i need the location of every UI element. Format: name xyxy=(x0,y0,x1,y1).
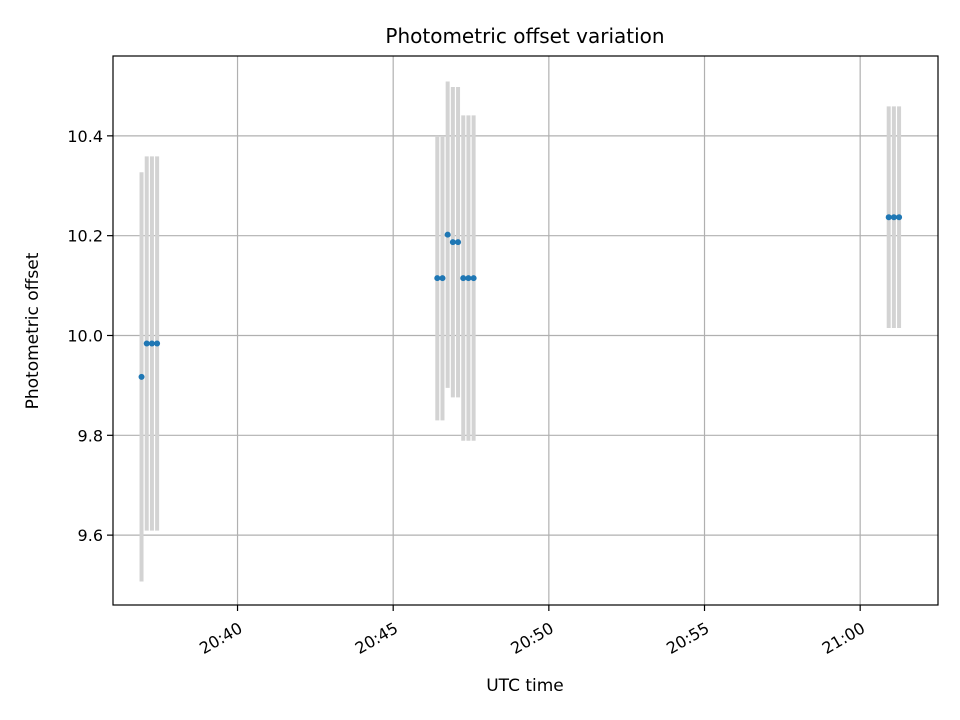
data-point xyxy=(439,275,446,282)
data-point xyxy=(449,239,456,246)
data-point xyxy=(470,275,477,282)
data-point xyxy=(138,373,145,380)
data-point xyxy=(148,340,155,347)
grid-lines xyxy=(113,56,938,605)
y-axis-ticks: 9.6 9.8 10.0 10.2 10.4 xyxy=(67,127,113,545)
data-point xyxy=(444,231,451,238)
data-point xyxy=(885,214,892,221)
data-point xyxy=(143,340,150,347)
data-point xyxy=(465,275,472,282)
data-point xyxy=(154,340,161,347)
data-point xyxy=(434,275,441,282)
y-tick-label: 9.8 xyxy=(78,426,103,445)
plot-frame xyxy=(112,55,939,606)
y-axis-label: Photometric offset xyxy=(23,252,43,409)
y-tick-label: 10.0 xyxy=(67,326,103,345)
data-point xyxy=(455,239,462,246)
chart-title: Photometric offset variation xyxy=(385,24,664,48)
x-axis-label: UTC time xyxy=(486,676,564,696)
data-point xyxy=(460,275,467,282)
y-tick-label: 9.6 xyxy=(78,526,103,545)
data-point xyxy=(896,214,903,221)
y-tick-label: 10.4 xyxy=(67,127,103,146)
data-points xyxy=(138,214,903,380)
data-point xyxy=(890,214,897,221)
y-tick-label: 10.2 xyxy=(67,227,103,246)
